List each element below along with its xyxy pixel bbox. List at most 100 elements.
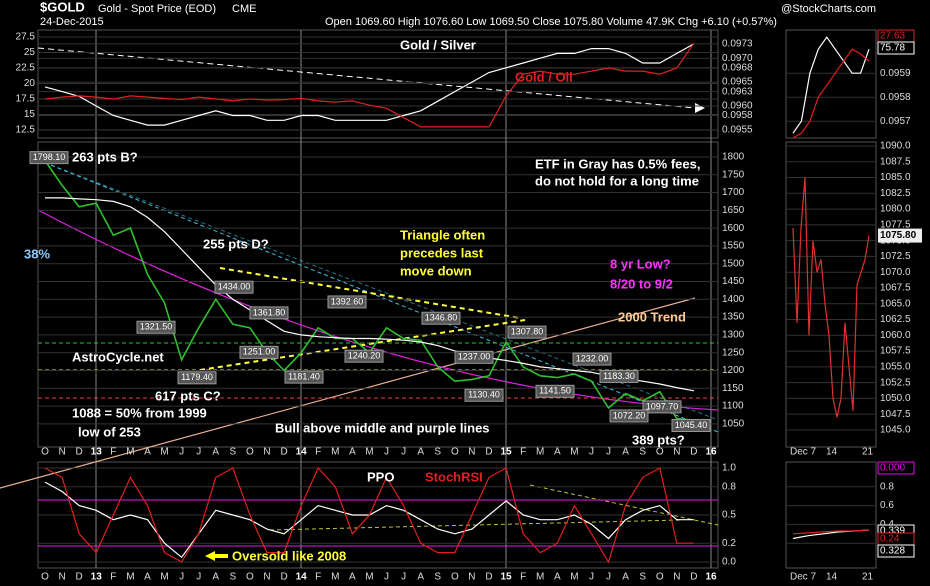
annotation: 1088 = 50% from 1999 (72, 405, 207, 420)
price-label-box (177, 371, 217, 385)
series-line (44, 42, 695, 128)
price-label-box (29, 151, 69, 165)
x-tick-label: 13 (91, 447, 103, 458)
x-tick-label: J (196, 447, 201, 458)
price-label: 1141.50 (539, 386, 571, 396)
y-tick-label: 1100 (722, 401, 744, 412)
y-tick-label: 1550 (722, 241, 745, 252)
y-tick-label: 0.0970 (722, 53, 753, 64)
price-label-box (642, 400, 682, 414)
x-tick-label: 21 (862, 447, 874, 458)
legend-label: Gold / Oil (515, 69, 573, 84)
annotation: 8 yr Low? (610, 256, 671, 271)
price-label: 1392.60 (331, 296, 364, 306)
legend-label: PPO (367, 469, 394, 484)
x-tick-label: F (315, 447, 321, 458)
x-tick-label: M (126, 447, 134, 458)
annotation: 2000 Trend (618, 309, 686, 324)
price-label-box (609, 409, 649, 423)
x-tick-label: J (179, 572, 184, 583)
y-tick-label: 0.0968 (722, 62, 753, 73)
annotation: low of 253 (78, 424, 141, 439)
x-tick-label: D (76, 572, 83, 583)
x-tick-label: F (315, 572, 321, 583)
y-tick-label: 1067.5 (880, 283, 911, 294)
source: @StockCharts.com (781, 3, 876, 15)
x-tick-label: A (417, 447, 424, 458)
price-label-box (535, 384, 575, 398)
x-tick-label: S (639, 572, 646, 583)
x-tick-label: A (622, 447, 629, 458)
annotation: AstroCycle.net (72, 349, 164, 364)
x-tick-label: S (434, 572, 441, 583)
x-tick-label: A (554, 572, 561, 583)
annotation: ETF in Gray has 0.5% fees, (535, 156, 700, 171)
x-tick-label: J (401, 572, 406, 583)
last-value-box (878, 228, 922, 243)
y-tick-label: 12.5 (16, 125, 36, 136)
last-label: 0.24 (880, 534, 900, 545)
last-value-label: 1075.80 (880, 230, 917, 241)
x-tick-label: M (570, 447, 578, 458)
x-tick-label: O (246, 572, 254, 583)
y-tick-label: 1600 (722, 223, 745, 234)
y-tick-label: 1060.0 (880, 330, 911, 341)
last-label: 75.78 (880, 43, 905, 54)
last-label: 0.328 (880, 546, 905, 557)
x-tick-label: D (280, 572, 287, 583)
y-tick-label: 1250 (722, 347, 745, 358)
price-label: 1045.40 (675, 420, 708, 430)
annotation: Bull above middle and purple lines (275, 420, 490, 435)
x-tick-label: M (160, 447, 168, 458)
x-tick-label: F (520, 447, 526, 458)
x-tick-label: S (230, 447, 237, 458)
y-tick-label: 0.0963 (722, 86, 753, 97)
y-tick-label: 1055.0 (880, 361, 911, 372)
x-tick-label: S (230, 572, 237, 583)
y-tick-label: 0.0960 (722, 101, 753, 112)
x-tick-label: A (212, 447, 219, 458)
price-label-box (327, 295, 367, 309)
x-tick-label: Dec 7 (790, 447, 817, 458)
y-tick-label: 0.0958 (880, 92, 911, 103)
x-tick-label: A (349, 447, 356, 458)
y-tick-label: 1045.0 (880, 425, 911, 436)
y-tick-label: 1150 (722, 383, 744, 394)
x-tick-label: J (196, 572, 201, 583)
y-tick-label: 1087.5 (880, 156, 911, 167)
price-label: 1237.00 (458, 352, 491, 362)
quote: Open 1069.60 High 1076.60 Low 1069.50 Cl… (325, 16, 777, 28)
y-tick-label: 20 (24, 78, 36, 89)
x-tick-label: 14 (296, 447, 308, 458)
symbol: $GOLD (40, 0, 85, 14)
annotation: move down (400, 263, 472, 278)
y-tick-label: 0.8 (722, 481, 736, 492)
last-label: 27.63 (880, 31, 905, 42)
x-tick-label: J (606, 572, 611, 583)
y-tick-label: 1085.0 (880, 172, 911, 183)
annotation: 255 pts D? (203, 236, 269, 251)
x-tick-label: A (417, 572, 424, 583)
y-tick-label: 1200 (722, 365, 745, 376)
x-tick-label: D (690, 447, 697, 458)
y-tick-label: 1400 (722, 294, 745, 305)
x-tick-label: M (570, 572, 578, 583)
x-tick-label: M (365, 572, 373, 583)
y-tick-label: 1050 (722, 419, 745, 430)
x-tick-label: S (434, 447, 441, 458)
x-tick-label: 16 (705, 447, 717, 458)
y-tick-label: 1057.5 (880, 346, 911, 357)
annotation: 263 pts B? (72, 149, 138, 164)
x-tick-label: 15 (501, 572, 513, 583)
x-tick-label: D (280, 447, 287, 458)
x-tick-label: J (606, 447, 611, 458)
price-label: 1307.80 (511, 326, 544, 336)
x-tick-label: N (58, 447, 65, 458)
y-tick-label: 1700 (722, 187, 745, 198)
x-tick-label: M (536, 572, 544, 583)
price-label: 1321.50 (140, 322, 173, 332)
price-label: 1346.80 (425, 313, 458, 323)
y-tick-label: 27.5 (16, 32, 36, 43)
y-tick-label: 1072.5 (880, 251, 911, 262)
y-tick-label: 0.2 (722, 538, 736, 549)
